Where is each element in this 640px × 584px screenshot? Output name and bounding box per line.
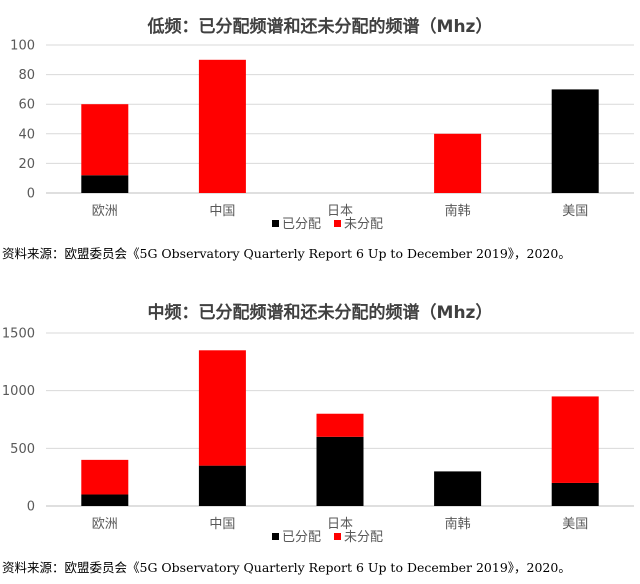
chart2-bar-allocated	[198, 465, 246, 506]
chart1-legend-swatch	[334, 220, 341, 227]
chart1-y-tick-label: 40	[18, 127, 35, 142]
chart2-category-label: 南韩	[445, 516, 471, 532]
chart2-category-label: 日本	[327, 517, 353, 532]
chart2-bar-unallocated	[316, 413, 364, 437]
chart1-category-label: 日本	[327, 204, 353, 219]
chart1-category-label: 美国	[562, 204, 588, 219]
chart1-bar-unallocated	[198, 59, 246, 193]
chart2-y-tick-label: 500	[10, 442, 35, 457]
chart1-legend-label: 未分配	[344, 217, 383, 232]
chart1-category-label: 中国	[209, 204, 235, 219]
chart2-category-label: 美国	[562, 517, 588, 532]
chart1-y-tick-label: 100	[10, 39, 35, 54]
chart2-legend-swatch	[272, 533, 279, 540]
chart2-legend-label: 未分配	[344, 530, 383, 545]
chart1-title: 低频：已分配频谱和还未分配的频谱（Mhz）	[147, 16, 493, 37]
chart1-y-tick-label: 20	[18, 157, 35, 172]
chart2-bar-unallocated	[551, 396, 599, 483]
chart2-bar-unallocated	[81, 459, 129, 495]
chart2-legend-swatch	[334, 533, 341, 540]
chart1-category-label: 南韩	[445, 203, 471, 219]
chart2-source-note: 资料来源：欧盟委员会《5G Observatory Quarterly Repo…	[2, 560, 571, 575]
chart2-title: 中频：已分配频谱和还未分配的频谱（Mhz）	[148, 302, 493, 323]
chart2-bar-unallocated	[198, 350, 246, 466]
chart2-category-label: 欧洲	[92, 517, 118, 532]
chart1-bar-allocated	[551, 89, 599, 193]
chart1-y-tick-label: 60	[18, 98, 35, 113]
chart2-legend-label: 已分配	[282, 530, 321, 545]
chart1-y-tick-label: 80	[18, 68, 35, 83]
chart1-y-tick-label: 0	[27, 187, 35, 202]
chart1-source-note: 资料来源：欧盟委员会《5G Observatory Quarterly Repo…	[2, 246, 571, 261]
chart1-bar-allocated	[81, 175, 129, 193]
chart2-bar-allocated	[551, 482, 599, 506]
chart2-y-tick-label: 1000	[2, 384, 35, 399]
chart2-bar-allocated	[434, 471, 482, 506]
chart1-bar-unallocated	[434, 133, 482, 193]
chart1-legend-swatch	[272, 220, 279, 227]
chart2-bar-allocated	[316, 436, 364, 506]
chart1-legend-label: 已分配	[282, 217, 321, 232]
chart2-y-tick-label: 1500	[2, 327, 35, 342]
chart2-bar-allocated	[81, 494, 129, 506]
chart1-bar-unallocated	[81, 104, 129, 176]
chart2-y-tick-label: 0	[27, 500, 35, 515]
chart2-category-label: 中国	[209, 517, 235, 532]
chart1-category-label: 欧洲	[92, 204, 118, 219]
